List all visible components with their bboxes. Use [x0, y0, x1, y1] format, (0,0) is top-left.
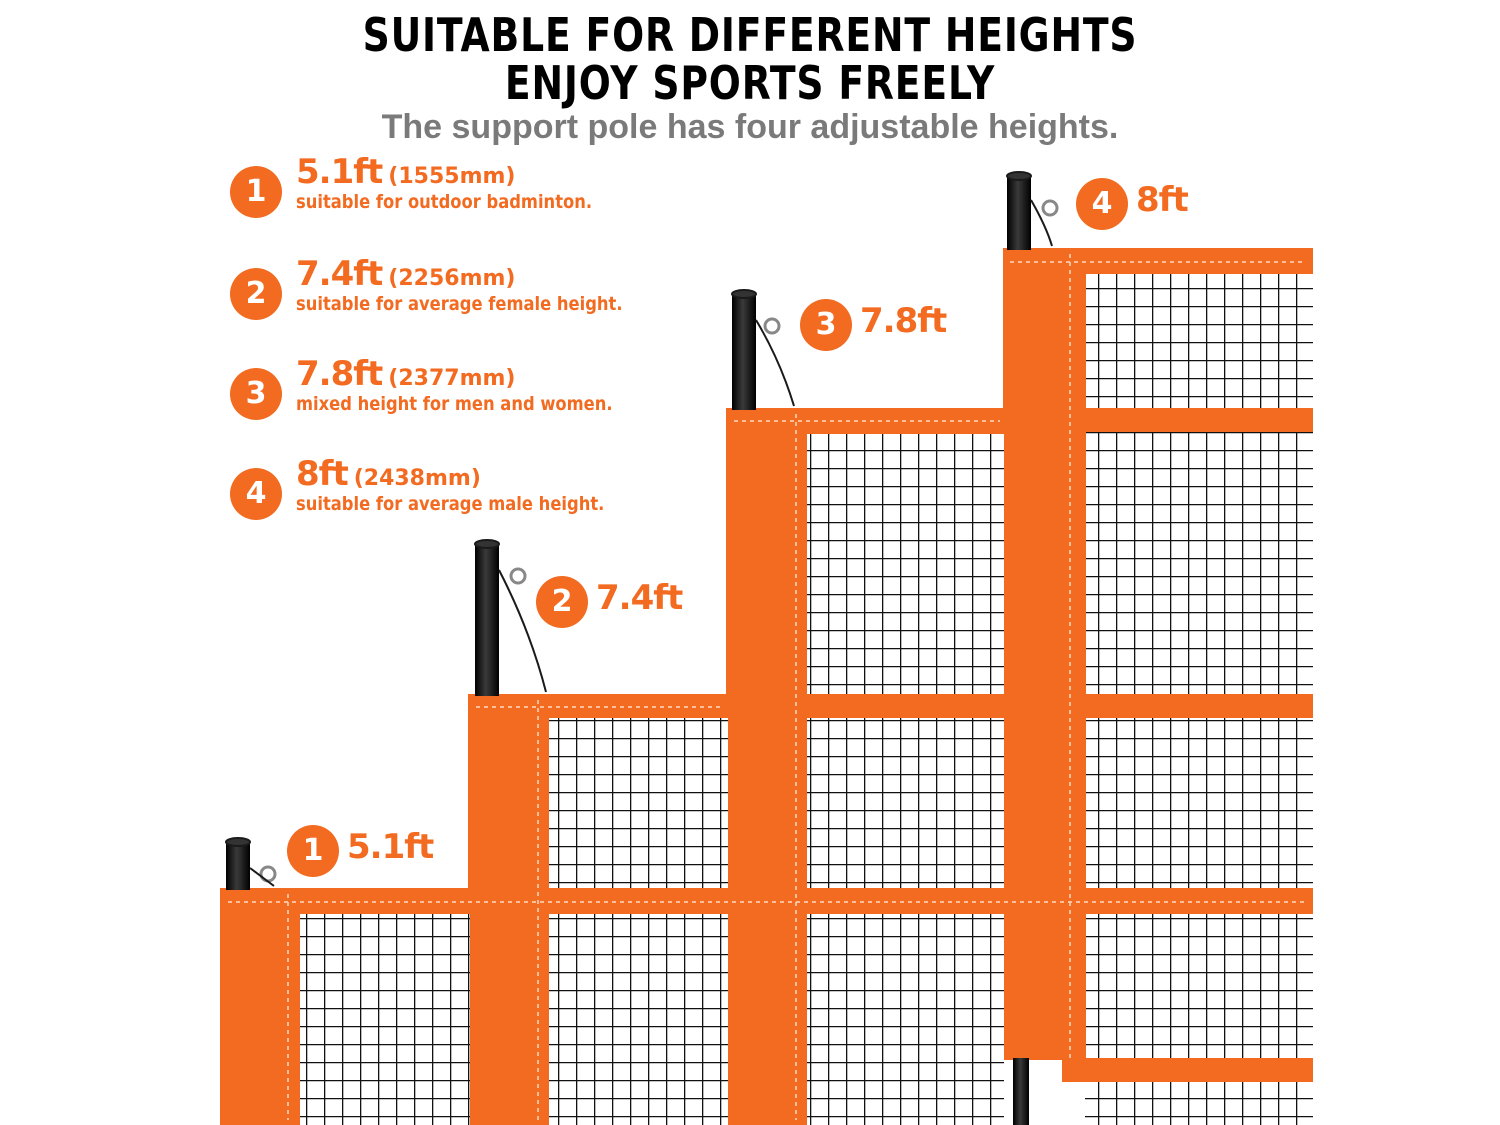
- callout-number-badge: 1: [287, 825, 339, 877]
- net-8ft: [1003, 174, 1313, 1125]
- spec-height-mm: (1555mm): [388, 164, 516, 189]
- spec-heading: 8ft (2438mm): [296, 454, 481, 494]
- spec-description: suitable for average male height.: [296, 493, 605, 515]
- net-7-8ft: [726, 292, 1004, 1125]
- spec-height-ft: 7.4ft: [296, 254, 383, 294]
- spec-height-ft: 5.1ft: [296, 152, 383, 192]
- spec-description: suitable for outdoor badminton.: [296, 191, 593, 213]
- callout-label: 5.1ft: [347, 827, 434, 867]
- spec-number-badge: 1: [230, 166, 282, 218]
- spec-heading: 7.8ft (2377mm): [296, 354, 515, 394]
- callout-number-badge: 4: [1076, 178, 1128, 230]
- headline-line-2: ENJOY SPORTS FREELY: [504, 56, 996, 110]
- callout-number-badge: 2: [536, 576, 588, 628]
- headline-line-1: SUITABLE FOR DIFFERENT HEIGHTS: [362, 8, 1138, 62]
- spec-number-badge: 2: [230, 268, 282, 320]
- spec-height-mm: (2377mm): [388, 366, 516, 391]
- spec-heading: 7.4ft (2256mm): [296, 254, 515, 294]
- callout-number-badge: 3: [800, 299, 852, 351]
- net-5-1ft: [220, 840, 470, 1125]
- callout-label: 7.8ft: [860, 301, 947, 341]
- spec-heading: 5.1ft (1555mm): [296, 152, 515, 192]
- callout-label: 7.4ft: [596, 578, 683, 618]
- spec-description: suitable for average female height.: [296, 293, 623, 315]
- net-7-4ft: [468, 542, 728, 1125]
- spec-number-badge: 4: [230, 468, 282, 520]
- subtitle: The support pole has four adjustable hei…: [381, 108, 1119, 146]
- spec-number-badge: 3: [230, 368, 282, 420]
- spec-height-ft: 8ft: [296, 454, 349, 494]
- spec-description: mixed height for men and women.: [296, 393, 613, 415]
- spec-height-ft: 7.8ft: [296, 354, 383, 394]
- spec-height-mm: (2438mm): [353, 466, 481, 491]
- spec-height-mm: (2256mm): [388, 266, 516, 291]
- callout-label: 8ft: [1136, 180, 1189, 220]
